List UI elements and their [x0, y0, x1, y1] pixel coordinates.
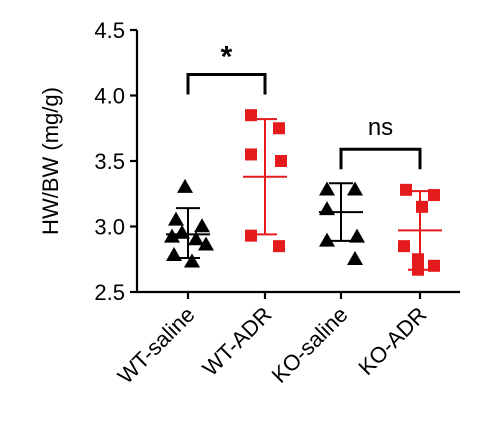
- y-tick-label: 3.0: [94, 215, 125, 240]
- data-point-triangle: [164, 228, 180, 243]
- data-point-triangle: [194, 218, 210, 233]
- significance-bracket: [339, 147, 422, 170]
- data-point-triangle: [177, 178, 193, 193]
- data-point-square: [416, 200, 428, 213]
- data-point-triangle: [198, 236, 214, 251]
- x-tick-label: WT-ADR: [198, 302, 277, 381]
- marks-layer: [164, 109, 442, 276]
- data-point-triangle: [319, 232, 335, 247]
- y-tick-label: 4.0: [94, 84, 125, 109]
- data-point-triangle: [347, 250, 363, 265]
- y-tick-label: 4.5: [94, 18, 125, 43]
- data-point-square: [400, 183, 412, 196]
- x-tick-label: WT-saline: [113, 302, 200, 389]
- x-tick-label: KO-ADR: [353, 302, 431, 380]
- data-point-triangle: [347, 181, 363, 196]
- data-point-triangle: [188, 231, 204, 246]
- data-point-square: [398, 240, 410, 253]
- significance-label: ns: [368, 114, 393, 141]
- x-tick-label: KO-saline: [267, 302, 353, 388]
- data-point-triangle: [319, 181, 335, 196]
- data-point-triangle: [168, 211, 184, 226]
- y-axis-label: HW/BW (mg/g): [38, 87, 63, 235]
- data-point-square: [245, 229, 257, 242]
- data-point-square: [412, 253, 424, 266]
- significance-bracket: [186, 73, 267, 95]
- data-point-square: [273, 122, 285, 135]
- y-tick-label: 2.5: [94, 280, 125, 305]
- y-tick-label: 3.5: [94, 149, 125, 174]
- data-point-triangle: [349, 228, 365, 243]
- data-point-square: [245, 148, 257, 161]
- data-point-triangle: [184, 253, 200, 268]
- data-point-square: [275, 155, 287, 167]
- significance-label: *: [221, 41, 233, 74]
- data-point-square: [273, 240, 285, 253]
